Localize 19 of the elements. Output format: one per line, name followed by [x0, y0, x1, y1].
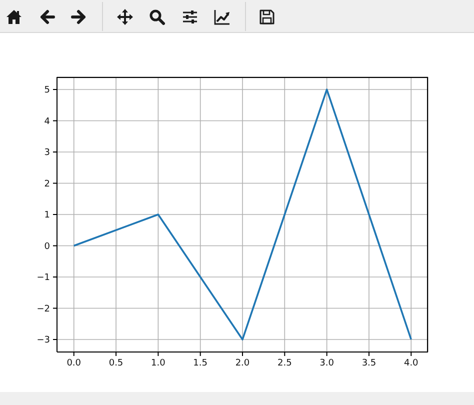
- y-tick-label: 3: [44, 148, 50, 158]
- y-tick-label: −1: [36, 273, 50, 284]
- line-series: [72, 88, 412, 340]
- y-tick-label: 0: [44, 242, 50, 252]
- y-tick-label: 1: [44, 210, 50, 221]
- x-tick-label: 2.5: [277, 358, 292, 368]
- x-tick-label: 1.0: [151, 358, 166, 368]
- y-tick-label: 5: [44, 86, 50, 96]
- x-tick-label: 0.5: [108, 358, 124, 368]
- y-tick-label: −3: [36, 336, 50, 346]
- x-tick-label: 1.5: [193, 358, 208, 368]
- x-tick-label: 2.0: [235, 358, 250, 368]
- y-tick-label: −2: [36, 304, 50, 314]
- x-tick-label: 3.0: [320, 358, 334, 368]
- y-tick-label: 4: [44, 116, 50, 127]
- y-tick-label: 2: [44, 179, 50, 190]
- x-tick-label: 0.0: [66, 358, 82, 368]
- x-tick-label: 3.5: [362, 358, 376, 368]
- x-tick-label: 4.0: [404, 358, 419, 368]
